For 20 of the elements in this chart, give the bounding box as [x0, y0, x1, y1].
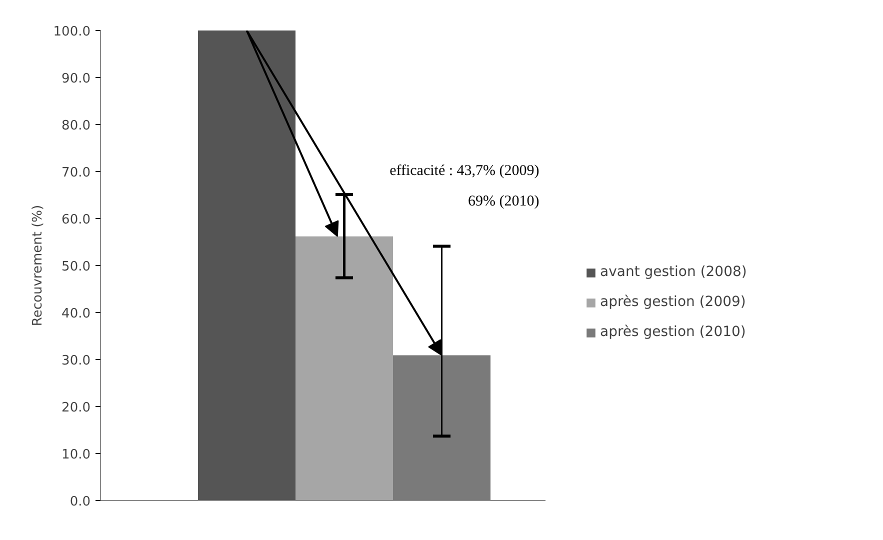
legend-label: avant gestion (2008) [600, 264, 747, 280]
y-tick-label: 40.0 [62, 306, 91, 322]
y-tick-label: 70.0 [62, 166, 91, 180]
y-tick-label: 80.0 [62, 118, 91, 134]
legend-label: après gestion (2009) [600, 294, 746, 310]
y-tick-label: 20.0 [62, 400, 91, 416]
y-tick-label: 100.0 [53, 24, 90, 40]
annotation: efficacité : 43,7% (2009) [390, 163, 540, 180]
y-tick-label: 30.0 [62, 354, 91, 368]
y-axis-title: Recouvrement (%) [30, 204, 46, 326]
legend-label: après gestion (2010) [600, 324, 746, 340]
bar [198, 30, 296, 500]
annotation: 69% (2010) [468, 194, 540, 210]
y-tick-label: 10.0 [62, 448, 91, 462]
y-tick-label: 50.0 [62, 260, 91, 274]
bar [296, 236, 393, 500]
y-tick-label: 90.0 [62, 72, 91, 86]
y-tick-label: 60.0 [62, 212, 91, 228]
bar [393, 355, 490, 500]
y-tick-label: 0.0 [70, 494, 91, 510]
